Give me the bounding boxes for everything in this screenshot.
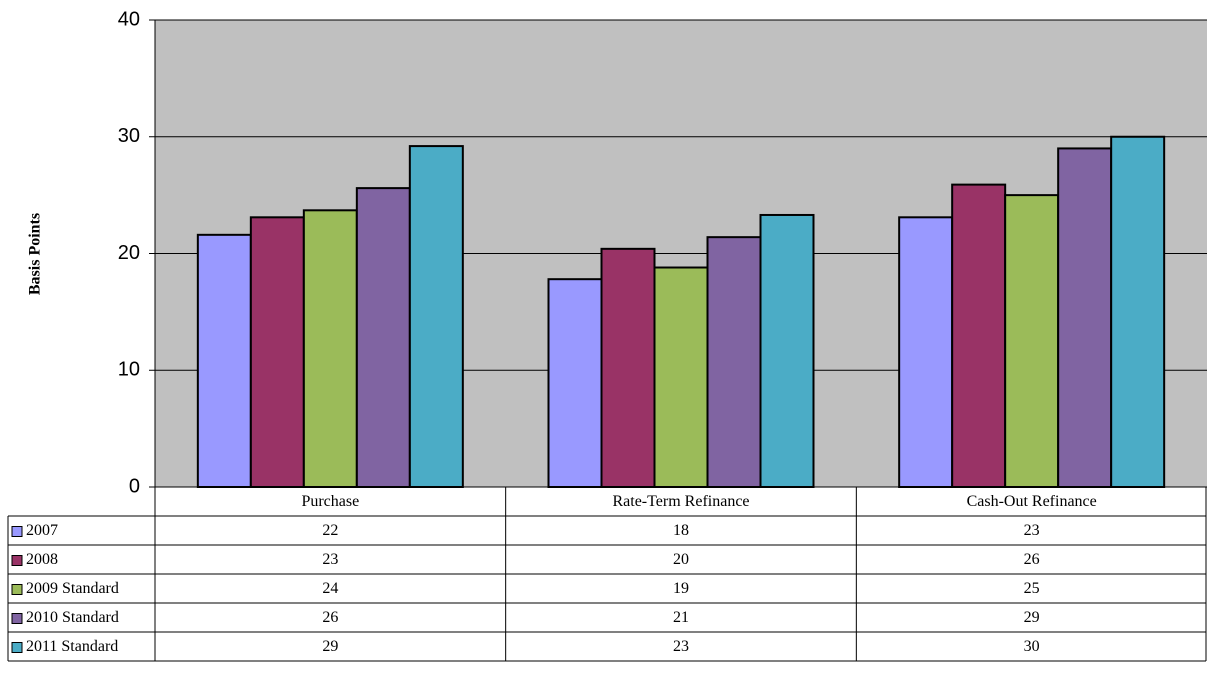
bar (1110, 135, 1166, 488)
legend-key (11, 642, 23, 653)
x-tick-label: Cash-Out Refinance (967, 493, 1097, 510)
legend-key (11, 613, 23, 624)
bar (600, 247, 656, 488)
table-value: 19 (673, 580, 689, 597)
bar (951, 183, 1007, 488)
table-value: 29 (1024, 609, 1040, 626)
legend-label: 2009 Standard (26, 580, 119, 597)
legend-label: 2011 Standard (26, 638, 118, 655)
y-tick-label: 30 (118, 125, 140, 147)
bar (706, 236, 762, 488)
bar (547, 278, 603, 488)
table-value: 26 (322, 609, 338, 626)
y-tick-label: 40 (118, 8, 140, 30)
legend-key (11, 526, 23, 537)
x-tick-label: Rate-Term Refinance (612, 493, 749, 510)
bar (408, 145, 464, 488)
table-value: 21 (673, 609, 689, 626)
bar (759, 213, 815, 488)
legend-key (11, 555, 23, 566)
table-value: 25 (1024, 580, 1040, 597)
bar (249, 216, 305, 488)
legend-label: 2010 Standard (26, 609, 119, 626)
legend-label: 2008 (26, 551, 58, 568)
table-value: 23 (673, 638, 689, 655)
bar (355, 187, 411, 488)
bar (653, 266, 709, 489)
legend-label: 2007 (26, 522, 58, 539)
table-value: 30 (1024, 638, 1040, 655)
bar (196, 233, 252, 488)
bar (1057, 147, 1113, 489)
legend-key (11, 584, 23, 595)
table-value: 23 (1024, 522, 1040, 539)
table-value: 26 (1024, 551, 1040, 568)
bar (898, 216, 954, 488)
y-axis-title: Basis Points (27, 213, 44, 295)
table-value: 20 (673, 551, 689, 568)
table-value: 22 (322, 522, 338, 539)
table-value: 29 (322, 638, 338, 655)
table-value: 18 (673, 522, 689, 539)
table-value: 23 (322, 551, 338, 568)
table-value: 24 (322, 580, 338, 597)
y-tick-label: 20 (118, 242, 140, 264)
bar (302, 209, 358, 489)
x-tick-label: Purchase (301, 493, 359, 510)
y-tick-label: 10 (118, 359, 140, 381)
y-tick-label: 0 (129, 475, 140, 497)
bar (1004, 194, 1060, 488)
